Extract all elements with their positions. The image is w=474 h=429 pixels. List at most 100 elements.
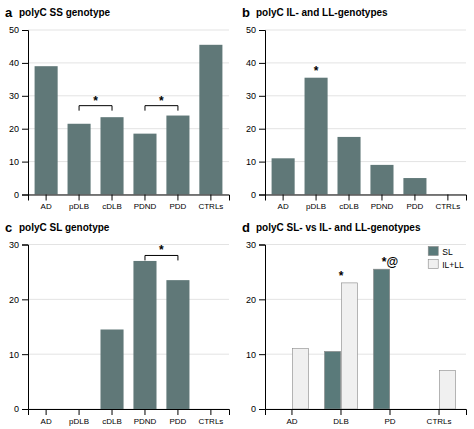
grid-line — [28, 30, 229, 31]
grid-line — [28, 354, 229, 355]
axis-line — [29, 410, 230, 416]
grid-line — [28, 244, 229, 245]
bar — [68, 409, 91, 410]
tick-mark — [349, 195, 350, 201]
tick: AD — [41, 409, 52, 426]
legend-swatch — [428, 247, 438, 256]
bar — [100, 117, 123, 194]
annotations: * — [145, 243, 178, 260]
bar — [166, 116, 189, 195]
axis-line — [259, 245, 266, 410]
tick-label: 10 — [246, 157, 256, 167]
tick-label: 10 — [9, 157, 19, 167]
significance-label: * — [159, 243, 164, 257]
grid — [265, 245, 466, 410]
tick-mark — [316, 195, 317, 201]
tick-mark — [177, 195, 178, 201]
tick-label: PDND — [134, 417, 157, 426]
series-bars — [325, 269, 390, 409]
tick-mark — [22, 299, 28, 300]
bar — [133, 261, 156, 409]
tick-mark — [259, 195, 265, 196]
tick-label: 0 — [251, 190, 256, 200]
tick-mark — [259, 354, 265, 355]
y-axis: 0102030 — [246, 240, 266, 415]
tick: 0 — [251, 404, 265, 414]
tick-label: PD — [384, 417, 395, 426]
grid-line — [265, 161, 466, 162]
bar — [305, 78, 328, 195]
tick-label: cDLB — [102, 417, 122, 426]
tick-mark — [259, 245, 265, 246]
chart: apolyC SS genotype01020304050ADpDLBcDLBP… — [0, 0, 474, 429]
tick: cDLB — [339, 195, 359, 212]
legend-label: IL+LL — [442, 260, 464, 270]
tick: DLB — [333, 409, 349, 426]
bar — [439, 371, 455, 409]
tick-label: 40 — [246, 58, 256, 68]
tick-label: 30 — [246, 240, 256, 250]
significance-label: * — [314, 64, 319, 78]
tick: CTRLs — [435, 195, 460, 212]
panel: apolyC SS genotype01020304050ADpDLBcDLBP… — [5, 5, 230, 211]
tick-label: 0 — [14, 404, 19, 414]
tick-mark — [22, 30, 28, 31]
panel-label: d — [242, 220, 250, 235]
tick: 0 — [251, 190, 265, 200]
bar — [100, 329, 123, 409]
bar — [199, 409, 222, 410]
significance-label: * — [159, 94, 164, 108]
bar — [325, 351, 341, 409]
legend-label: SL — [442, 247, 453, 257]
tick-mark — [259, 129, 265, 130]
tick: 20 — [9, 295, 28, 305]
tick-label: pDLB — [69, 202, 89, 211]
tick-label: pDLB — [69, 417, 89, 426]
title: polyC SL- vs IL- and LL-genotypes — [256, 222, 421, 233]
tick: 10 — [246, 350, 265, 360]
tick: 40 — [246, 58, 265, 68]
legend-item: IL+LL — [428, 260, 464, 270]
tick-label: pDLB — [306, 202, 326, 211]
tick: 10 — [9, 157, 28, 167]
x-axis: ADpDLBcDLBPDNDPDDCTRLs — [266, 195, 467, 212]
tick-mark — [22, 129, 28, 130]
tick-mark — [283, 195, 284, 201]
grid-line — [265, 128, 466, 129]
tick-mark — [79, 409, 80, 415]
tick: CTRLs — [198, 409, 223, 426]
bar — [68, 124, 91, 195]
tick-label: CTRLs — [198, 202, 223, 211]
tick-label: CTRLs — [435, 202, 460, 211]
tick-mark — [390, 409, 391, 415]
tick: cDLB — [102, 409, 122, 426]
tick-mark — [112, 409, 113, 415]
tick: PDD — [169, 195, 186, 212]
tick-label: 0 — [14, 190, 19, 200]
panel: cpolyC SL genotype0102030ADpDLBcDLBPDNDP… — [5, 220, 230, 426]
annotations: * — [314, 64, 319, 78]
grid-line — [265, 299, 466, 300]
tick: 40 — [9, 58, 28, 68]
tick-mark — [144, 409, 145, 415]
tick-label: CTRLs — [198, 417, 223, 426]
tick: AD — [278, 195, 289, 212]
tick-label: CTRLs — [427, 417, 452, 426]
axis-line — [259, 31, 266, 196]
axis-line — [22, 31, 29, 196]
tick: 20 — [246, 124, 265, 134]
title: polyC SL genotype — [19, 222, 110, 233]
bars — [272, 78, 427, 195]
tick: AD — [41, 195, 52, 212]
x-axis: ADDLBPDCTRLs — [266, 409, 467, 426]
bar — [292, 349, 308, 409]
tick: 10 — [9, 350, 28, 360]
bar — [133, 134, 156, 195]
tick-label: PDND — [371, 202, 394, 211]
tick: PD — [384, 409, 395, 426]
tick: cDLB — [102, 195, 122, 212]
grid-line — [28, 161, 229, 162]
tick: 50 — [9, 25, 28, 35]
tick: pDLB — [69, 195, 89, 212]
grid — [265, 30, 466, 195]
